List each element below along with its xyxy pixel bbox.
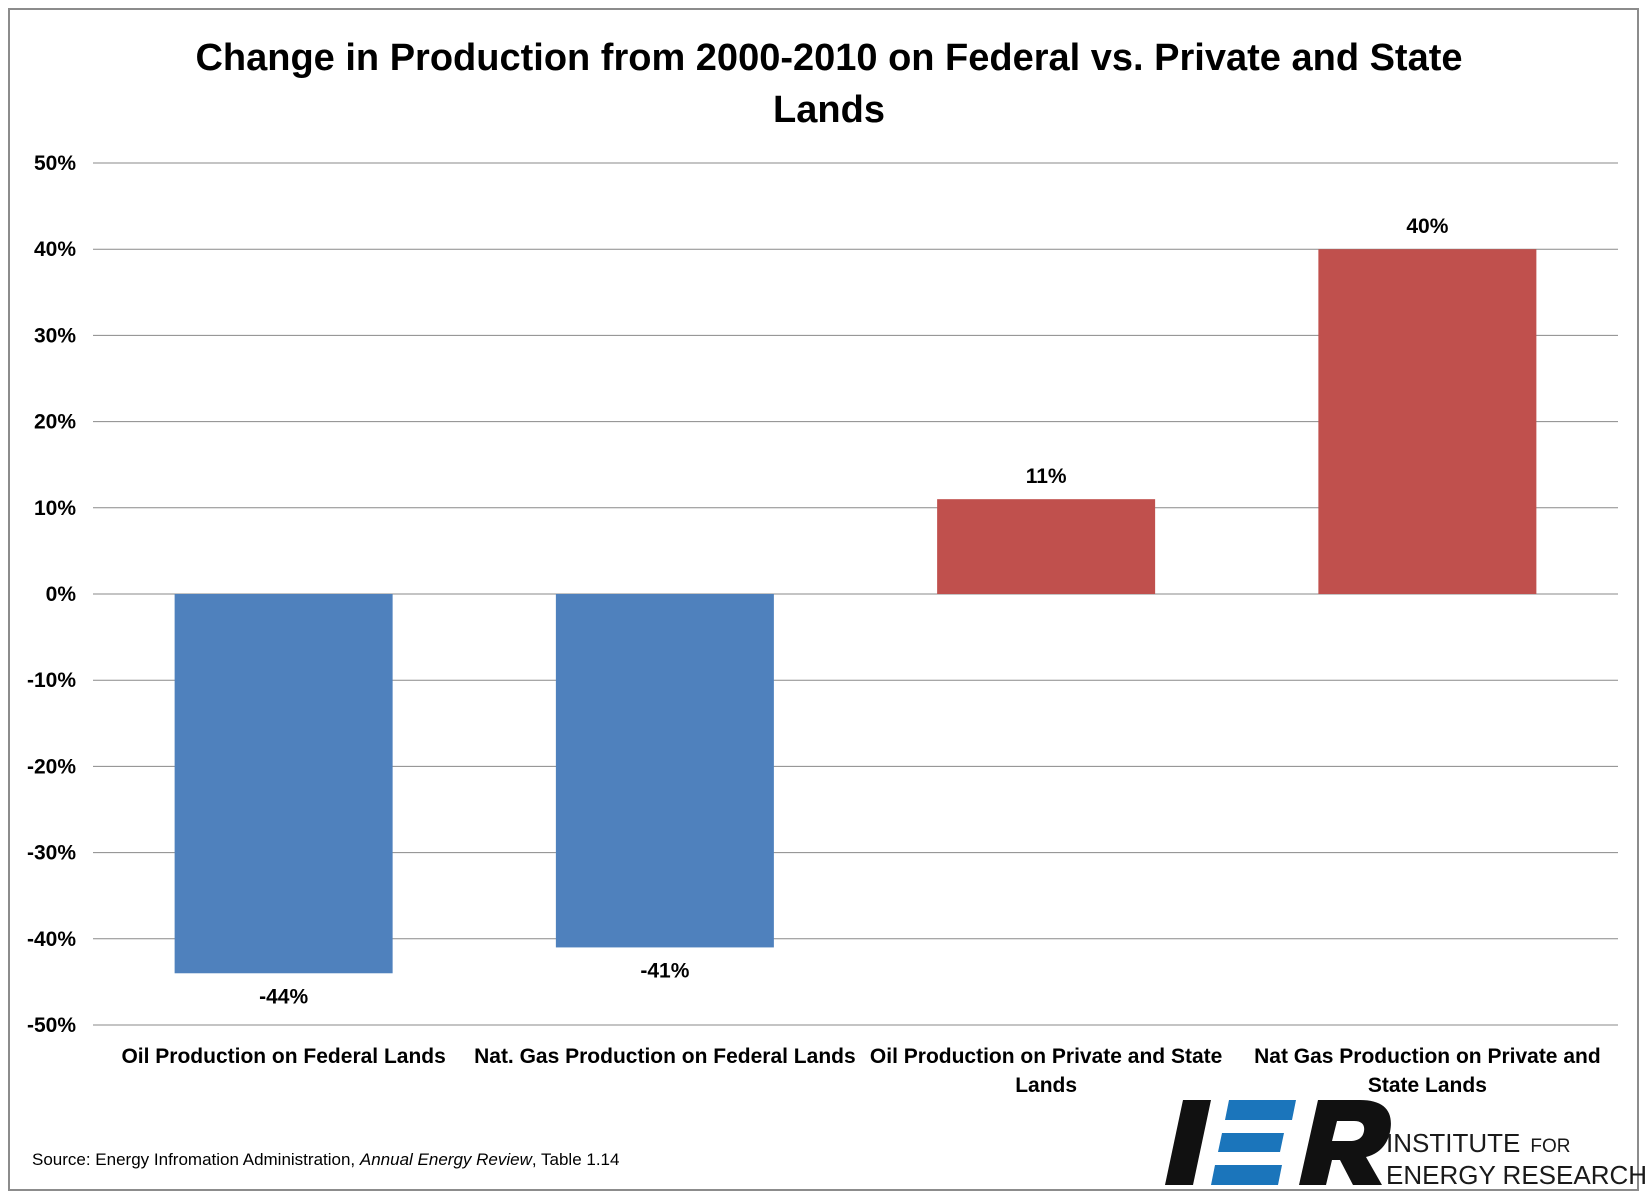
y-tick-label: 20% [34,411,76,434]
logo-letter-e-bottom [1211,1165,1282,1185]
y-tick-label: 10% [34,497,76,520]
x-category-label: Nat. Gas Production on Federal Lands [474,1045,856,1068]
source-publication: Annual Energy Review [359,1150,532,1169]
y-tick-label: 0% [46,583,77,606]
y-tick-label: 40% [34,238,76,261]
bar [937,499,1156,594]
bar [555,594,774,948]
source-suffix: , Table 1.14 [531,1150,620,1169]
x-category-label: Nat Gas Production on Private and [1254,1045,1601,1068]
x-category-label: State Lands [1368,1074,1487,1097]
y-tick-label: -50% [27,1014,76,1037]
y-tick-label: 30% [34,324,76,347]
y-tick-label: -30% [27,842,76,865]
logo-institute-text: INSTITUTE FOR [1386,1128,1570,1158]
data-label: -41% [640,959,689,982]
source-prefix: Source: Energy Infromation Administratio… [32,1150,360,1169]
x-category-label: Lands [1015,1074,1077,1097]
data-labels: -44% -41% 11% 40% [259,215,1449,1008]
y-axis-tick-labels: 50% 40% 30% 20% 10% 0% -10% -20% -30% -40% -50% [27,152,76,1037]
bars [174,249,1537,974]
logo-letter-e-middle [1218,1133,1284,1152]
chart-title: Change in Production from 2000-2010 on F… [195,37,1462,131]
bar [174,594,393,974]
x-axis-category-labels: Oil Production on Federal Lands Nat. Gas … [121,1045,1600,1097]
y-tick-label: -20% [27,755,76,778]
logo-letter-e-top [1225,1100,1296,1120]
data-label: -44% [259,985,308,1008]
chart-title-line: Lands [773,89,885,131]
x-category-label: Oil Production on Private and State [870,1045,1222,1068]
data-label: 11% [1026,465,1067,488]
y-tick-label: -10% [27,669,76,692]
source-note: Source: Energy Infromation Administratio… [32,1150,619,1170]
bar [1318,249,1537,594]
logo-letter-r [1299,1100,1391,1185]
chart-title-line: Change in Production from 2000-2010 on F… [195,37,1462,79]
y-tick-label: -40% [27,928,76,951]
logo-energy-research-text: ENERGY RESEARCH [1386,1160,1647,1190]
ier-logo: INSTITUTE FOR ENERGY RESEARCH [1165,1100,1647,1190]
logo-letter-i [1165,1100,1211,1185]
y-tick-label: 50% [34,152,76,175]
x-category-label: Oil Production on Federal Lands [121,1045,445,1068]
data-label: 40% [1406,215,1448,238]
